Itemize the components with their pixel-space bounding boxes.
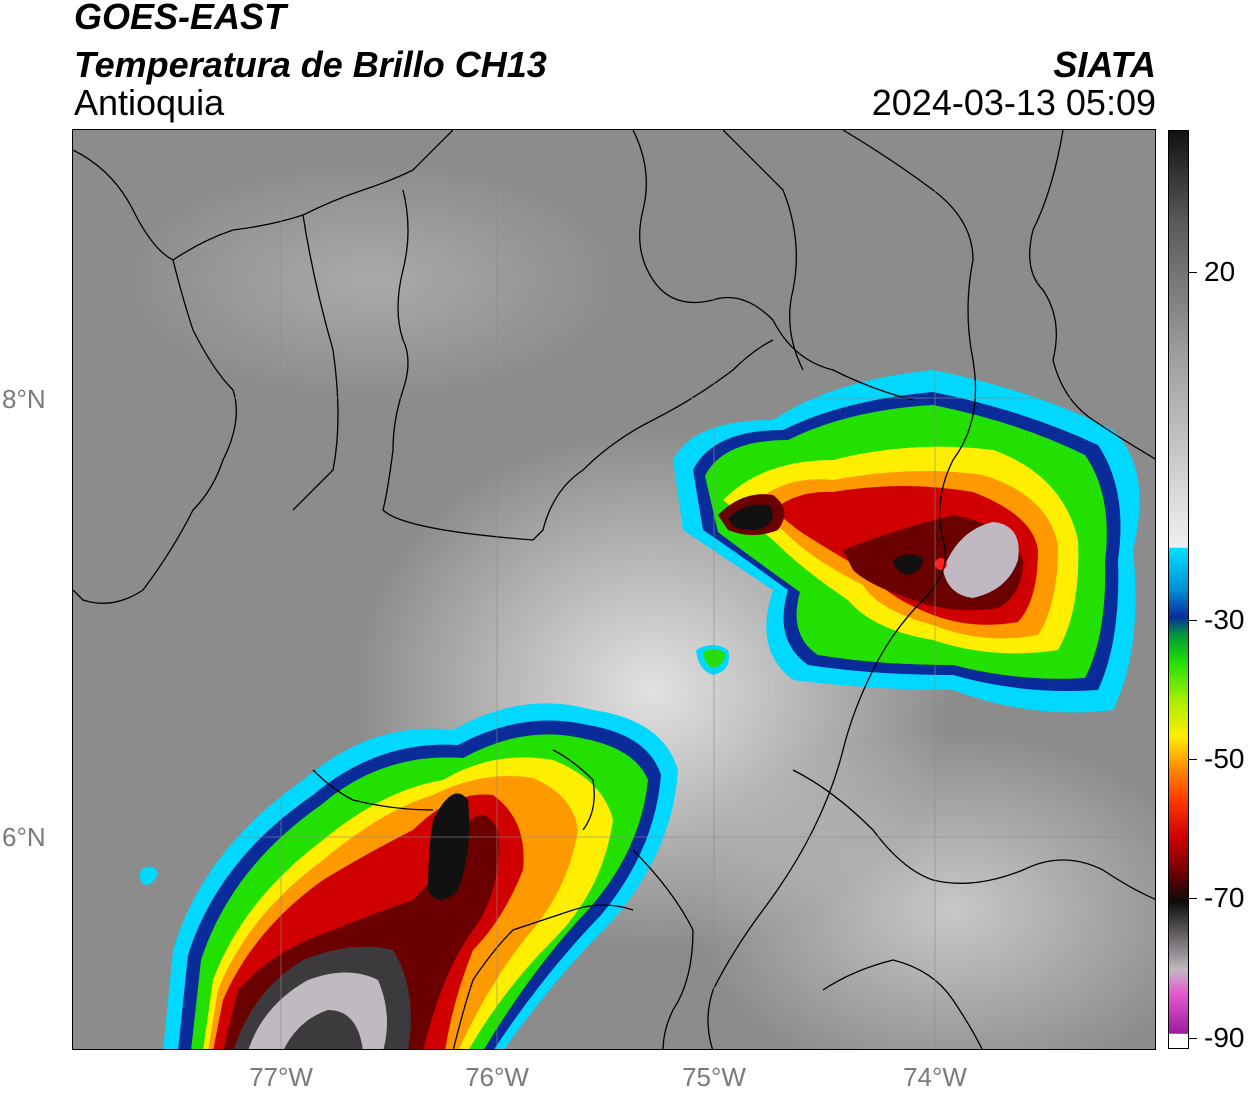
colorbar-label-minus50: -50 xyxy=(1204,743,1245,774)
organization-label: SIATA xyxy=(1053,44,1156,85)
colorbar-label-minus30: -30 xyxy=(1204,604,1245,635)
lat-label-8n: 8°N xyxy=(2,384,46,414)
colorbar-tick xyxy=(1189,620,1197,621)
timestamp-label: 2024-03-13 05:09 xyxy=(871,82,1156,123)
region-title: Antioquia xyxy=(74,82,225,123)
product-title: Temperatura de Brillo CH13 xyxy=(74,44,547,85)
satellite-map[interactable] xyxy=(72,129,1156,1050)
map-canvas xyxy=(73,130,1155,1049)
cirrus-veil-north xyxy=(123,160,623,400)
colorbar-tick xyxy=(1189,1038,1197,1039)
colorbar-tick xyxy=(1189,272,1197,273)
lon-label-74w: 74°W xyxy=(903,1062,967,1092)
lon-label-76w: 76°W xyxy=(465,1062,529,1092)
storm-cell-southwest xyxy=(139,703,678,1049)
lon-label-77w: 77°W xyxy=(249,1062,313,1092)
colorbar-gradient xyxy=(1169,131,1188,1048)
colorbar-tick xyxy=(1189,898,1197,899)
satellite-title: GOES-EAST xyxy=(74,0,287,37)
colorbar-tick xyxy=(1189,759,1197,760)
graticule xyxy=(73,130,1155,1049)
storm-cell-northeast xyxy=(673,370,1140,713)
coastlines-borders xyxy=(73,130,1155,1049)
colorbar-label-minus70: -70 xyxy=(1204,882,1245,913)
cirrus-veil-south xyxy=(693,730,1155,1049)
temperature-colorbar xyxy=(1168,130,1189,1049)
colorbar-label-minus90: -90 xyxy=(1204,1022,1245,1053)
lon-label-75w: 75°W xyxy=(682,1062,746,1092)
lat-label-6n: 6°N xyxy=(2,822,46,852)
colorbar-label-20: 20 xyxy=(1204,256,1236,287)
